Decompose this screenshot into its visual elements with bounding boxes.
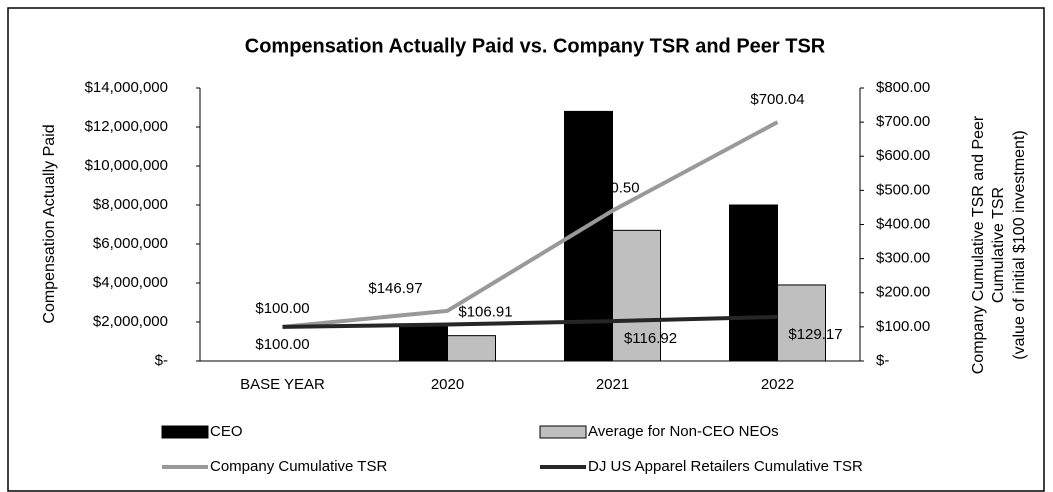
y-tick-label: $2,000,000 bbox=[93, 313, 168, 330]
data-label: $106.91 bbox=[458, 303, 512, 320]
bar bbox=[399, 325, 448, 362]
data-label: $440.50 bbox=[585, 180, 639, 197]
y-tick-label: $- bbox=[155, 352, 168, 369]
x-tick-label: 2022 bbox=[761, 376, 794, 393]
legend-label: Company Cumulative TSR bbox=[210, 458, 387, 475]
bar bbox=[447, 335, 496, 362]
y-tick-label: $12,000,000 bbox=[85, 118, 168, 135]
data-label: $100.00 bbox=[255, 300, 309, 317]
y2-tick-label: $100.00 bbox=[876, 318, 930, 335]
y-axis-title: Compensation Actually Paid bbox=[41, 124, 58, 323]
y2-tick-label: $600.00 bbox=[876, 147, 930, 164]
line bbox=[282, 120, 779, 329]
legend-label: CEO bbox=[210, 423, 243, 440]
data-label: $129.17 bbox=[788, 326, 842, 343]
legend-label: DJ US Apparel Retailers Cumulative TSR bbox=[588, 458, 863, 475]
y-tick-label: $8,000,000 bbox=[93, 196, 168, 213]
bar bbox=[777, 284, 826, 362]
legend-swatch bbox=[539, 425, 587, 439]
y2-tick-label: $- bbox=[876, 352, 889, 369]
data-label: $146.97 bbox=[368, 280, 422, 297]
y2-axis-title: Cumulative TSR bbox=[990, 187, 1007, 303]
y2-axis-title: Company Cumulative TSR and Peer bbox=[970, 115, 987, 374]
y2-tick-label: $800.00 bbox=[876, 79, 930, 96]
data-label: $700.04 bbox=[750, 91, 804, 108]
y-tick-label: $14,000,000 bbox=[85, 79, 168, 96]
y-tick-label: $4,000,000 bbox=[93, 274, 168, 291]
legend-label: Average for Non-CEO NEOs bbox=[588, 423, 779, 440]
y2-tick-label: $400.00 bbox=[876, 215, 930, 232]
chart-title: Compensation Actually Paid vs. Company T… bbox=[245, 35, 826, 57]
legend-swatch bbox=[161, 425, 209, 439]
chart-border bbox=[7, 7, 1045, 492]
bar bbox=[612, 229, 661, 362]
y2-tick-label: $500.00 bbox=[876, 181, 930, 198]
y2-tick-label: $300.00 bbox=[876, 250, 930, 267]
data-label: $116.92 bbox=[624, 330, 677, 347]
y2-axis-title: (value of initial $100 investment) bbox=[1011, 130, 1028, 359]
y-tick-label: $10,000,000 bbox=[85, 157, 168, 174]
line bbox=[282, 314, 778, 329]
y-tick-label: $6,000,000 bbox=[93, 235, 168, 252]
x-tick-label: BASE YEAR bbox=[240, 376, 325, 393]
x-tick-label: 2021 bbox=[596, 376, 629, 393]
data-label: $100.00 bbox=[255, 336, 309, 353]
y2-tick-label: $700.00 bbox=[876, 113, 930, 130]
y2-tick-label: $200.00 bbox=[876, 284, 930, 301]
x-tick-label: 2020 bbox=[431, 376, 464, 393]
bar bbox=[729, 204, 778, 362]
